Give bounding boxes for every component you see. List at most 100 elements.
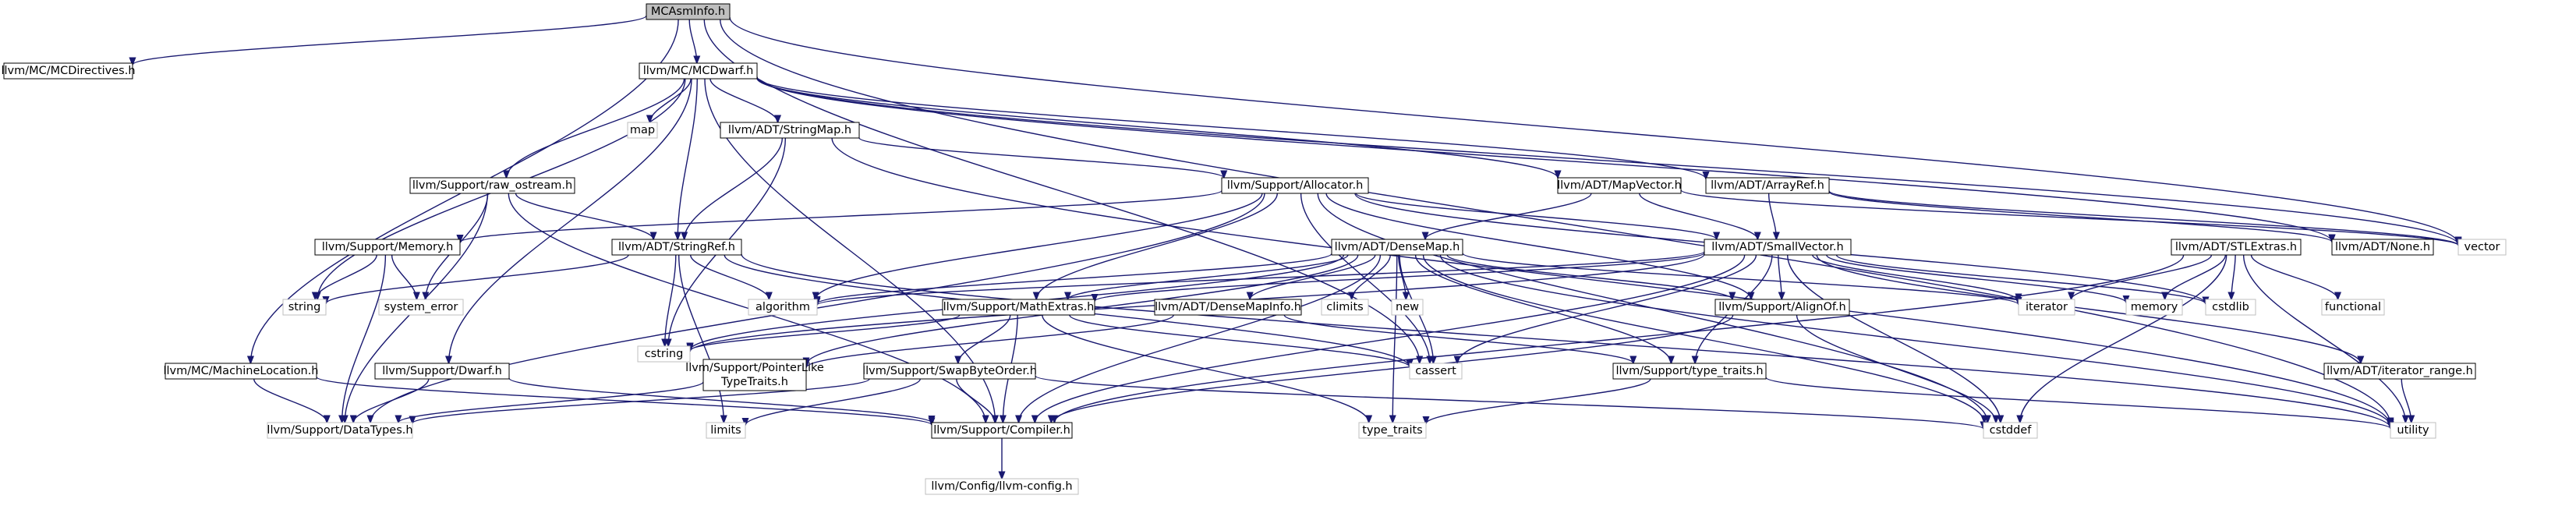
node-box-cstring [637,345,691,363]
node-label-cassert: cassert [1415,365,1456,377]
edge-typetraitsh-to-typetraits [1426,378,1651,423]
node-machineloc[interactable]: llvm/MC/MachineLocation.h [164,363,319,380]
node-box-stringref [611,239,742,256]
edge-densemap-to-utility [1439,254,2390,426]
node-label-climits: climits [1326,301,1363,313]
node-label-iteratorrange: llvm/ADT/iterator_range.h [2327,365,2473,377]
node-label-pointerlike: llvm/Support/PointerLike [685,362,824,374]
edge-stlextras-to-cstdlib [2231,254,2236,299]
edge-mcasminfo-to-utility [720,19,2390,425]
node-algorithm: algorithm [748,299,818,316]
node-box-mathextras [942,299,1095,316]
edge-iteratorrange-to-utility [2401,378,2411,423]
node-label-stlextras: llvm/ADT/STLExtras.h [2175,241,2297,253]
node-functional: functional [2321,299,2385,316]
edge-smallvector-to-iterator [1812,254,2019,301]
edge-stlextras-to-compiler [1054,254,2185,423]
node-memorystd: memory [2125,299,2183,316]
node-label-memory: llvm/Support/Memory.h [322,241,454,253]
node-typetraitsh[interactable]: llvm/Support/type_traits.h [1612,363,1767,380]
edge-mcasminfo-to-mcdirectives [133,15,647,65]
edge-memory-to-string [315,254,377,299]
edge-densemap-to-iterator [1462,253,2019,305]
edge-rawostream-to-stringref [515,193,653,239]
node-label-none: llvm/ADT/None.h [2335,241,2430,253]
node-limits: limits [706,422,746,439]
node-iterator: iterator [2018,299,2075,316]
node-arrayref[interactable]: llvm/ADT/ArrayRef.h [1705,177,1830,194]
node-box-allocator [1221,177,1369,194]
node-label-stringref: llvm/ADT/StringRef.h [618,241,735,253]
node-stringref[interactable]: llvm/ADT/StringRef.h [611,239,742,256]
node-box-pointerlike [702,359,807,391]
node-mapvector[interactable]: llvm/ADT/MapVector.h [1557,177,1682,194]
node-dwarf[interactable]: llvm/Support/Dwarf.h [374,363,510,380]
node-none[interactable]: llvm/ADT/None.h [2331,239,2434,256]
node-densemapinfo[interactable]: llvm/ADT/DenseMapInfo.h [1154,299,1302,316]
node-box-smallvector [1704,239,1852,256]
node-box-llvmconfig [925,478,1079,495]
node-climits: climits [1321,299,1369,316]
edge-mapvector-to-smallvector [1639,193,1758,239]
edge-dwarf-to-compiler [508,377,932,424]
edge-machineloc-to-datatypes [253,378,327,423]
node-memory[interactable]: llvm/Support/Memory.h [314,239,461,256]
edge-smallvector-to-cassert [1457,254,1757,363]
node-label-vector: vector [2465,241,2500,253]
node-label-arrayref: llvm/ADT/ArrayRef.h [1711,179,1824,192]
node-box-algorithm [748,299,818,316]
edge-mcasminfo-to-mcdwarf [688,19,697,63]
node-alignof[interactable]: llvm/Support/AlignOf.h [1714,299,1850,316]
node-mathextras[interactable]: llvm/Support/MathExtras.h [942,299,1095,316]
node-pointerlike[interactable]: llvm/Support/PointerLike TypeTraits.h [685,359,824,391]
node-box-stringmap [720,122,860,139]
node-systemerror: system_error [378,299,464,316]
node-label-compiler: llvm/Support/Compiler.h [933,424,1070,437]
node-box-mcdwarf [639,62,758,80]
node-box-map [627,122,658,139]
edge-alignof-to-compiler [1051,314,1734,423]
edge-smallvector-to-cstddef [1787,254,2001,423]
edge-memory-to-systemerror [391,254,417,299]
node-stlextras[interactable]: llvm/ADT/STLExtras.h [2171,239,2302,256]
node-box-mcasminfo [646,3,731,20]
node-swapbyteorder[interactable]: llvm/Support/SwapByteOrder.h [862,363,1037,380]
edge-stringref-to-utility [741,253,2390,428]
node-box-vector [2457,239,2507,256]
node-label-smallvector: llvm/ADT/SmallVector.h [1711,241,1843,253]
node-label-swapbyteorder: llvm/Support/SwapByteOrder.h [862,365,1037,377]
node-iteratorrange[interactable]: llvm/ADT/iterator_range.h [2323,363,2476,380]
node-label-string: string [288,301,321,313]
node-label-typetraits: type_traits [1362,424,1422,437]
edge-stlextras-to-memorystd [2165,254,2227,299]
edge-mcdwarf-to-none [756,76,2332,242]
node-mcdwarf[interactable]: llvm/MC/MCDwarf.h [639,62,758,80]
node-compiler[interactable]: llvm/Support/Compiler.h [931,422,1073,439]
node-box-iterator [2018,299,2075,316]
node-typetraits: type_traits [1358,422,1427,439]
node-densemap[interactable]: llvm/ADT/DenseMap.h [1331,239,1463,256]
edges-layer [133,15,2458,479]
node-allocator[interactable]: llvm/Support/Allocator.h [1221,177,1369,194]
edge-smallvector-to-cstdlib [1835,254,2206,305]
node-label-iterator: iterator [2026,301,2068,313]
edge-stringref-to-cstring [665,254,677,346]
node-label-memorystd: memory [2131,301,2178,313]
node-label-mathextras: llvm/Support/MathExtras.h [943,301,1095,313]
node-smallvector[interactable]: llvm/ADT/SmallVector.h [1704,239,1852,256]
node-box-typetraits [1358,422,1427,439]
edge-stlextras-to-utility [2242,254,2406,423]
node-cstdlib: cstdlib [2205,299,2256,316]
node-stringmap[interactable]: llvm/ADT/StringMap.h [720,122,860,139]
node-label-map: map [630,124,655,136]
node-rawostream[interactable]: llvm/Support/raw_ostream.h [409,177,575,194]
node-box-systemerror [378,299,464,316]
edge-swapbyteorder-to-cstddef [1035,375,1983,429]
edge-densemap-to-alignof [1446,254,1732,300]
node-mcdirectives[interactable]: llvm/MC/MCDirectives.h [1,62,136,80]
node-label-typetraitsh: llvm/Support/type_traits.h [1615,365,1763,377]
node-box-stlextras [2171,239,2302,256]
node-box-compiler [931,422,1073,439]
node-box-memory [314,239,461,256]
